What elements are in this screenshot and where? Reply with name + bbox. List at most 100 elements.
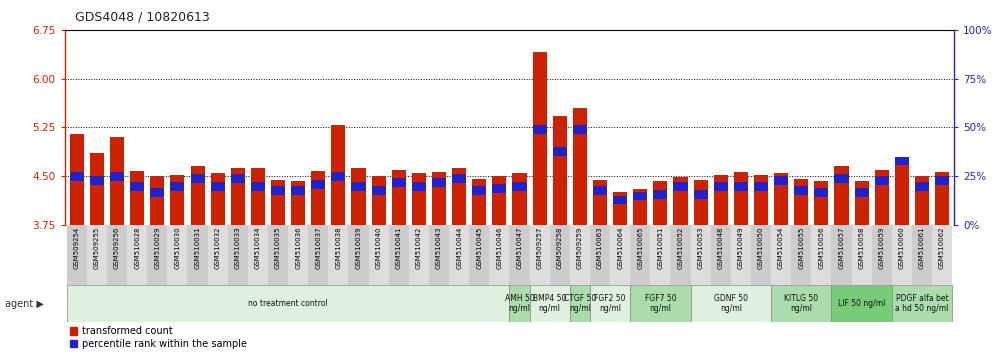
- Bar: [812, 225, 832, 285]
- Text: GSM510047: GSM510047: [517, 227, 523, 269]
- Text: LIF 50 ng/ml: LIF 50 ng/ml: [838, 299, 885, 308]
- Bar: [573, 125, 587, 134]
- Bar: [731, 225, 751, 285]
- Bar: [670, 225, 690, 285]
- Bar: [429, 225, 449, 285]
- Text: GSM510054: GSM510054: [778, 227, 784, 269]
- Bar: [513, 182, 527, 191]
- Text: AMH 50
ng/ml: AMH 50 ng/ml: [505, 294, 535, 313]
- Bar: [533, 51, 547, 225]
- Text: GSM510059: GSM510059: [878, 227, 884, 269]
- Bar: [372, 176, 385, 225]
- Text: GSM510028: GSM510028: [134, 227, 140, 269]
- Bar: [693, 190, 708, 199]
- Text: GSM510057: GSM510057: [839, 227, 845, 269]
- Bar: [693, 180, 708, 225]
- Bar: [815, 188, 829, 196]
- Text: GDS4048 / 10820613: GDS4048 / 10820613: [75, 11, 209, 24]
- Bar: [452, 174, 466, 183]
- Bar: [268, 225, 288, 285]
- Bar: [308, 225, 329, 285]
- Bar: [372, 186, 385, 195]
- Bar: [614, 195, 627, 204]
- Text: GSM509256: GSM509256: [115, 227, 121, 269]
- Bar: [774, 176, 788, 185]
- Bar: [734, 172, 748, 225]
- Text: GSM510058: GSM510058: [859, 227, 865, 269]
- Bar: [530, 285, 570, 322]
- Bar: [794, 179, 809, 225]
- Bar: [90, 153, 104, 225]
- Text: BMP4 50
ng/ml: BMP4 50 ng/ml: [533, 294, 567, 313]
- Bar: [630, 285, 690, 322]
- Bar: [329, 225, 349, 285]
- Text: GSM510029: GSM510029: [154, 227, 160, 269]
- Text: GSM510052: GSM510052: [677, 227, 683, 269]
- Bar: [70, 172, 84, 181]
- Bar: [311, 180, 326, 189]
- Bar: [791, 225, 812, 285]
- Text: GSM510044: GSM510044: [456, 227, 462, 269]
- Text: GSM510045: GSM510045: [476, 227, 482, 269]
- Text: GSM509254: GSM509254: [74, 227, 80, 269]
- Bar: [935, 172, 949, 225]
- Bar: [774, 173, 788, 225]
- Bar: [573, 108, 587, 225]
- Bar: [332, 172, 346, 181]
- Text: GSM510055: GSM510055: [798, 227, 804, 269]
- Bar: [271, 186, 285, 195]
- Bar: [170, 182, 184, 191]
- Bar: [751, 225, 771, 285]
- Bar: [271, 180, 285, 225]
- Text: GDNF 50
ng/ml: GDNF 50 ng/ml: [714, 294, 748, 313]
- Bar: [894, 156, 909, 165]
- Bar: [231, 168, 245, 225]
- Bar: [207, 225, 228, 285]
- Bar: [110, 137, 124, 225]
- Text: GSM510031: GSM510031: [194, 227, 200, 269]
- Text: no treatment control: no treatment control: [248, 299, 328, 308]
- Bar: [449, 225, 469, 285]
- Bar: [332, 125, 346, 225]
- Bar: [553, 147, 567, 156]
- Bar: [915, 176, 929, 225]
- Bar: [187, 225, 207, 285]
- Bar: [653, 181, 667, 225]
- Bar: [469, 225, 489, 285]
- Bar: [754, 175, 768, 225]
- Text: GSM510049: GSM510049: [738, 227, 744, 269]
- Bar: [593, 186, 607, 195]
- Text: PDGF alfa bet
a hd 50 ng/ml: PDGF alfa bet a hd 50 ng/ml: [895, 294, 948, 313]
- Bar: [107, 225, 127, 285]
- Text: GSM510056: GSM510056: [819, 227, 825, 269]
- Bar: [147, 225, 167, 285]
- Bar: [633, 189, 647, 225]
- Bar: [771, 225, 791, 285]
- Bar: [432, 178, 446, 187]
- Bar: [391, 170, 405, 225]
- Bar: [832, 225, 852, 285]
- Bar: [130, 171, 144, 225]
- Bar: [190, 166, 204, 225]
- Bar: [110, 172, 124, 181]
- Text: FGF7 50
ng/ml: FGF7 50 ng/ml: [644, 294, 676, 313]
- Text: GSM510046: GSM510046: [496, 227, 502, 269]
- Text: GSM510051: GSM510051: [657, 227, 663, 269]
- Text: GSM510063: GSM510063: [597, 227, 603, 269]
- Bar: [593, 180, 607, 225]
- Bar: [509, 225, 530, 285]
- Text: GSM510053: GSM510053: [697, 227, 703, 269]
- Bar: [231, 174, 245, 183]
- Bar: [754, 182, 768, 191]
- Text: GSM509257: GSM509257: [537, 227, 543, 269]
- Bar: [251, 182, 265, 191]
- Bar: [472, 179, 486, 225]
- Text: GSM510040: GSM510040: [375, 227, 381, 269]
- Bar: [130, 182, 144, 191]
- Bar: [874, 170, 888, 225]
- Text: GSM510038: GSM510038: [336, 227, 342, 269]
- Text: GSM510034: GSM510034: [255, 227, 261, 269]
- Bar: [590, 225, 611, 285]
- Bar: [570, 285, 590, 322]
- Text: GSM510064: GSM510064: [618, 227, 623, 269]
